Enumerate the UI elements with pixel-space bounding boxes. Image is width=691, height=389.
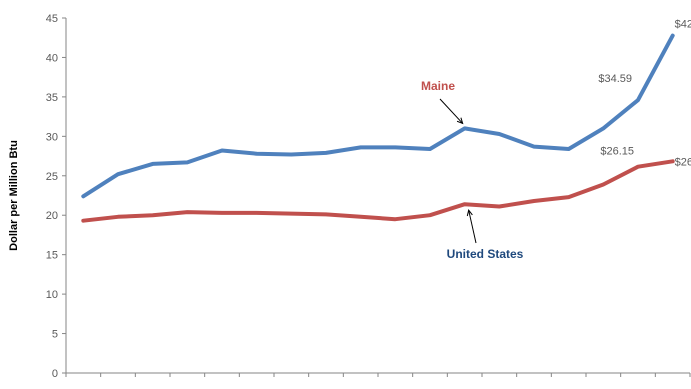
y-tick-label: 45: [46, 13, 58, 25]
series-label: United States: [447, 247, 524, 261]
x-tick-marks: [65, 373, 691, 377]
y-tick-label: 35: [46, 92, 58, 104]
data-label: $34.59: [598, 73, 632, 85]
series-line-maine: [81, 33, 675, 199]
arrowhead: [466, 209, 473, 217]
series-arrow: [439, 98, 464, 124]
arrowhead: [456, 117, 464, 125]
y-tick-label: 20: [46, 210, 58, 222]
y-tick-label: 15: [46, 250, 58, 262]
series-line-united-states: [81, 159, 675, 223]
y-tick-label: 5: [52, 329, 58, 341]
data-label: $42.77: [675, 19, 691, 31]
data-label: $26.15: [600, 146, 634, 158]
data-label: $26.84: [675, 156, 691, 168]
series-labels: Maine United States: [421, 79, 524, 261]
series-lines: [81, 33, 675, 223]
data-labels: $42.77 $34.59 $26.15 $26.84: [598, 19, 691, 169]
y-tick-label: 10: [46, 289, 58, 301]
y-tick-labels: 0 5 10 15 20 25 30 35 40 45: [46, 13, 66, 380]
axes: [65, 18, 690, 374]
y-axis-label: Dollar per Million Btu: [8, 140, 20, 251]
y-tick-label: 0: [52, 368, 58, 380]
series-label: Maine: [421, 79, 455, 93]
y-tick-label: 40: [46, 52, 58, 64]
series-arrow: [468, 210, 477, 244]
y-tick-label: 30: [46, 131, 58, 143]
y-tick-label: 25: [46, 171, 58, 183]
